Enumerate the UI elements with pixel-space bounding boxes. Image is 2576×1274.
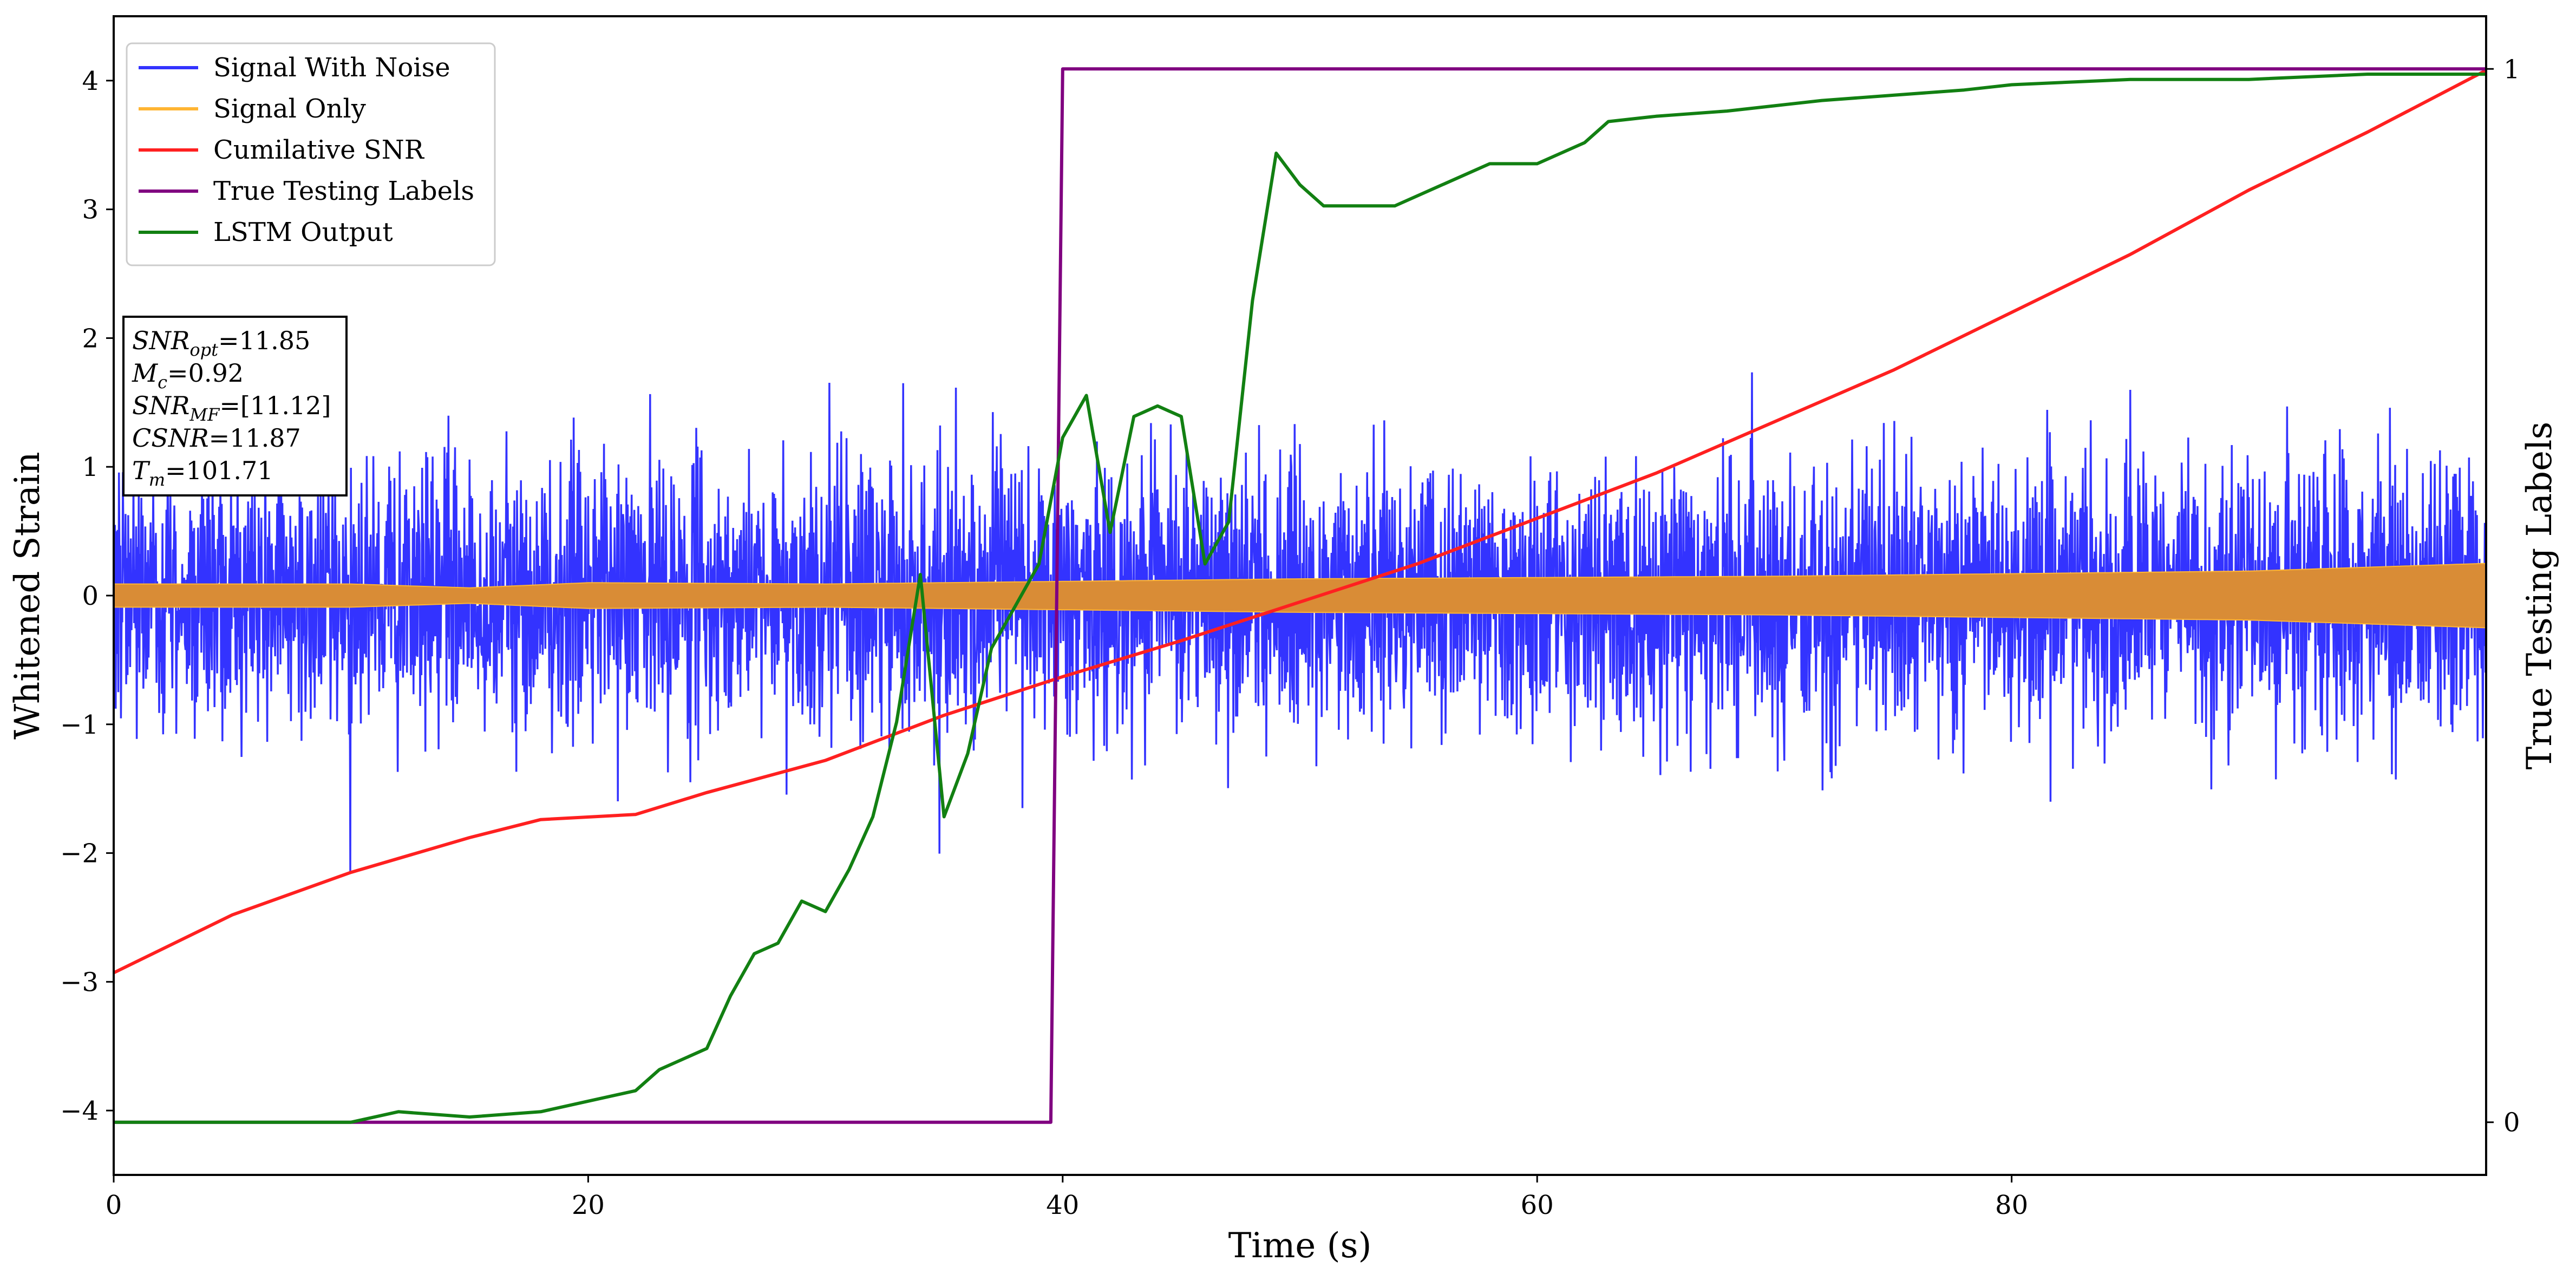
- y-tick-label: 3: [82, 195, 99, 225]
- y-tick-label: 0: [82, 581, 99, 611]
- y-tick-label: −3: [60, 967, 99, 997]
- info-box-frame: [122, 316, 348, 496]
- info-box-line: SNRopt=11.85: [132, 326, 310, 360]
- legend-frame: [126, 42, 496, 266]
- legend-label: True Testing Labels: [213, 176, 474, 206]
- legend-label: Cumilative SNR: [213, 135, 425, 165]
- y-axis-label: Whitened Strain: [8, 452, 48, 739]
- x-tick-label: 0: [106, 1190, 122, 1220]
- info-box-line: Mc=0.92: [132, 358, 244, 393]
- x-tick-label: 80: [1995, 1190, 2028, 1220]
- y2-tick-label: 1: [2503, 54, 2520, 84]
- legend-label: Signal Only: [213, 94, 366, 124]
- y-tick-label: 1: [82, 452, 99, 482]
- y-tick-label: 2: [82, 323, 99, 354]
- data-layer: [114, 67, 2486, 1124]
- series-band-signal-only: [114, 563, 2486, 629]
- y-tick-label: 4: [82, 66, 99, 96]
- x-tick-label: 20: [572, 1190, 605, 1220]
- info-box-line: CSNR=11.87: [132, 423, 301, 453]
- info-box-line: Tm=101.71: [132, 456, 273, 490]
- legend-label: Signal With Noise: [213, 53, 450, 83]
- y-tick-label: −1: [60, 710, 99, 740]
- info-box: SNRopt=11.85Mc=0.92SNRMF=[11.12]CSNR=11.…: [122, 316, 348, 496]
- series-line-cumilative-snr: [114, 69, 2486, 975]
- series-line-signal-with-noise: [114, 372, 2486, 872]
- y2-axis-label: True Testing Labels: [2520, 422, 2560, 770]
- series-line-true-testing-labels: [114, 67, 2486, 1124]
- y2-tick-label: 0: [2503, 1108, 2520, 1138]
- x-axis-label: Time (s): [1228, 1226, 1372, 1266]
- legend: Signal With Noise Signal Only Cumilative S…: [126, 42, 496, 266]
- x-tick-label: 40: [1046, 1190, 1079, 1220]
- legend-label: LSTM Output: [213, 217, 393, 247]
- y-tick-label: −4: [60, 1096, 99, 1126]
- series-line-lstm-output: [114, 73, 2486, 1124]
- y-tick-label: −2: [60, 839, 99, 869]
- info-box-line: SNRMF=[11.12]: [132, 391, 331, 425]
- x-tick-label: 60: [1521, 1190, 1554, 1220]
